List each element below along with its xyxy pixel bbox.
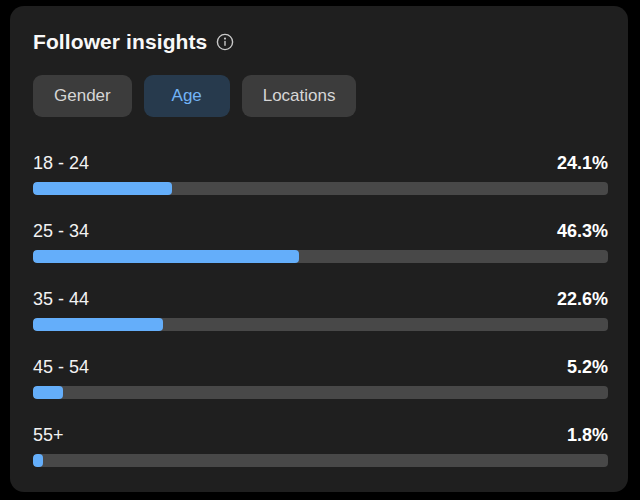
age-distribution-list: 18 - 24 24.1% 25 - 34 46.3% 35 - 44 22.6…: [33, 153, 608, 467]
follower-insights-panel: Follower insights Gender Age Locations 1…: [10, 6, 628, 492]
age-range-label: 18 - 24: [33, 153, 89, 174]
age-range-label: 25 - 34: [33, 221, 89, 242]
tab-age[interactable]: Age: [144, 75, 230, 117]
bar-fill: [33, 250, 299, 263]
bar-track: [33, 250, 608, 263]
age-range-label: 45 - 54: [33, 357, 89, 378]
age-percentage: 22.6%: [557, 289, 608, 310]
age-row-18-24: 18 - 24 24.1%: [33, 153, 608, 195]
bar-track: [33, 318, 608, 331]
bar-track: [33, 182, 608, 195]
bar-track: [33, 454, 608, 467]
age-row-35-44: 35 - 44 22.6%: [33, 289, 608, 331]
age-percentage: 5.2%: [567, 357, 608, 378]
age-range-label: 55+: [33, 425, 64, 446]
bar-fill: [33, 182, 172, 195]
age-percentage: 46.3%: [557, 221, 608, 242]
age-percentage: 1.8%: [567, 425, 608, 446]
age-row-55-plus: 55+ 1.8%: [33, 425, 608, 467]
panel-header: Follower insights: [33, 30, 608, 54]
tab-gender[interactable]: Gender: [33, 75, 132, 117]
age-range-label: 35 - 44: [33, 289, 89, 310]
age-row-45-54: 45 - 54 5.2%: [33, 357, 608, 399]
bar-fill: [33, 454, 43, 467]
age-row-25-34: 25 - 34 46.3%: [33, 221, 608, 263]
insights-tab-bar: Gender Age Locations: [33, 75, 608, 117]
bar-fill: [33, 318, 163, 331]
age-percentage: 24.1%: [557, 153, 608, 174]
bar-fill: [33, 386, 63, 399]
page-title: Follower insights: [33, 30, 207, 54]
bar-track: [33, 386, 608, 399]
info-icon[interactable]: [216, 33, 234, 51]
tab-locations[interactable]: Locations: [242, 75, 357, 117]
